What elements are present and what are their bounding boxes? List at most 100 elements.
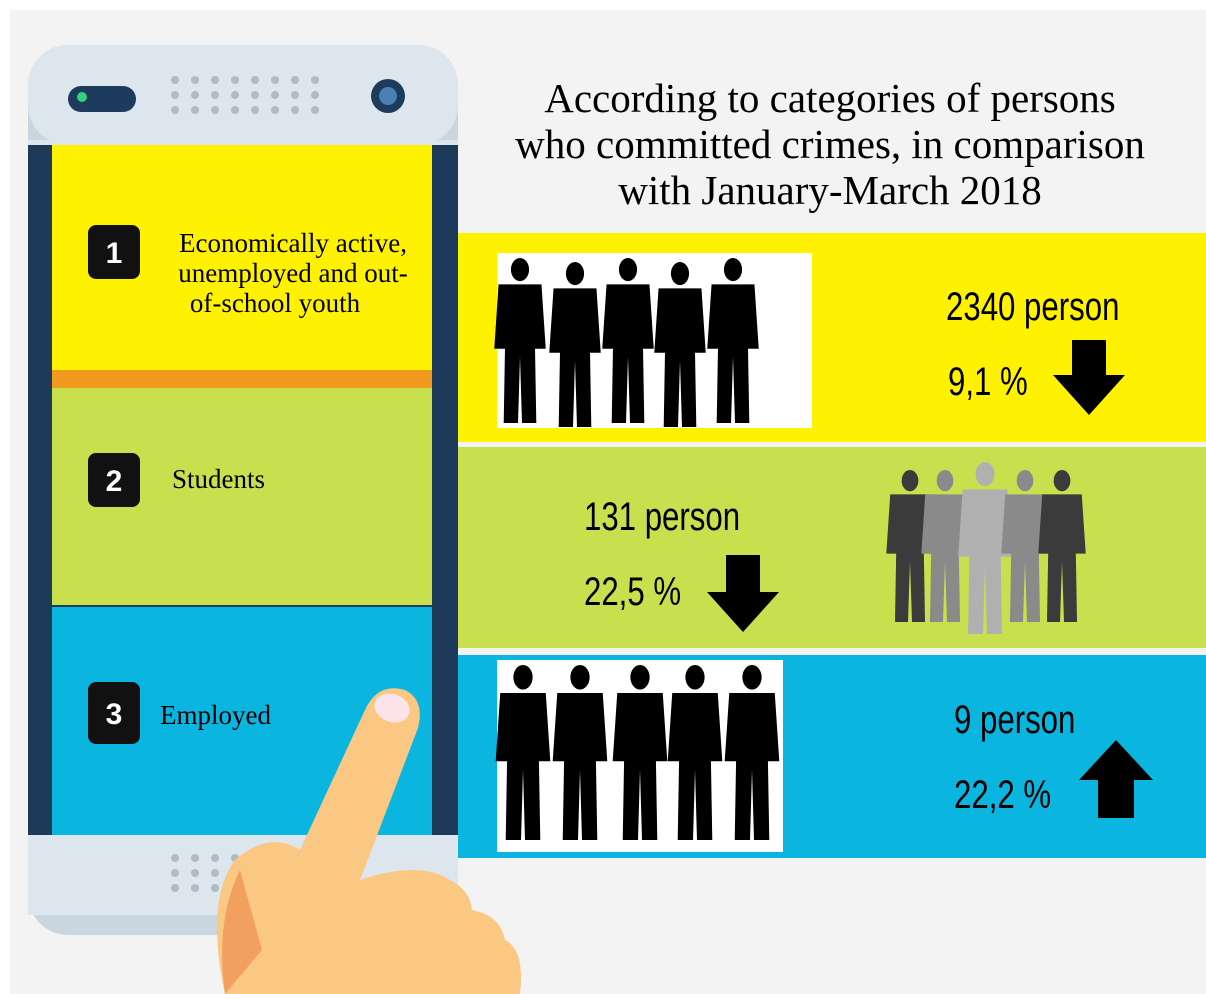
speaker-dot	[271, 91, 279, 99]
person-body	[958, 489, 1012, 634]
person-head	[742, 665, 762, 690]
band-green	[458, 447, 1206, 648]
arrow-up	[1079, 740, 1153, 818]
badge	[88, 682, 140, 744]
change: 22,2 %	[954, 772, 1051, 817]
speaker	[171, 76, 319, 114]
silhouettes	[494, 258, 1086, 840]
hand	[217, 688, 521, 994]
speaker-dot	[171, 76, 179, 84]
hand-shade	[222, 870, 262, 994]
person-head	[670, 262, 690, 286]
person-head	[1016, 470, 1034, 492]
person-body	[1001, 494, 1049, 622]
person-head	[513, 665, 533, 690]
person-body	[612, 693, 668, 840]
person-head	[975, 462, 995, 487]
person-body	[654, 288, 706, 427]
badge	[88, 225, 140, 279]
speaker-dot	[171, 91, 179, 99]
speaker-dot	[311, 91, 319, 99]
speaker-dot	[171, 854, 179, 862]
speaker-dot	[211, 106, 219, 114]
category-label: Economically active,	[179, 228, 407, 258]
speaker-dot	[271, 106, 279, 114]
speaker-dot	[291, 91, 299, 99]
person-body	[549, 288, 601, 427]
speaker-dot	[191, 106, 199, 114]
speaker-dot	[191, 91, 199, 99]
category-label: Employed	[160, 700, 271, 730]
person-body	[602, 284, 654, 423]
category-label: unemployed and out-	[178, 258, 407, 288]
arrow-down	[707, 555, 779, 632]
speaker-dot	[271, 76, 279, 84]
count: 9 person	[954, 697, 1075, 742]
person-body	[1038, 494, 1086, 622]
person-head	[1053, 470, 1071, 492]
speaker-dot	[171, 106, 179, 114]
person-head	[901, 470, 919, 492]
phone-camera	[379, 87, 397, 105]
badge-number: 2	[106, 465, 123, 498]
speaker-dot	[231, 76, 239, 84]
badge	[88, 453, 140, 507]
speaker-dot	[171, 884, 179, 892]
speaker-dot	[291, 106, 299, 114]
person-head	[936, 470, 954, 492]
category-label: of-school youth	[190, 288, 361, 318]
panel-strip	[52, 370, 432, 388]
person-body	[494, 284, 546, 423]
category-label: Students	[172, 464, 265, 494]
speaker-dot	[311, 76, 319, 84]
person-body	[495, 693, 551, 840]
speaker-dot	[171, 869, 179, 877]
title: with January-March 2018	[618, 167, 1042, 213]
change: 22,5 %	[584, 569, 681, 614]
person-body	[886, 494, 934, 622]
phone-top	[28, 45, 458, 145]
speaker-dot	[211, 91, 219, 99]
speaker-dot	[291, 76, 299, 84]
speaker-dot	[191, 76, 199, 84]
person-body	[707, 284, 759, 423]
speaker-dot	[211, 884, 219, 892]
change: 9,1 %	[948, 359, 1028, 404]
count: 2340 person	[946, 284, 1119, 329]
speaker-dot	[231, 106, 239, 114]
speaker-dot	[211, 869, 219, 877]
badge-number: 3	[106, 698, 123, 731]
speaker-dot	[251, 91, 259, 99]
speaker-dot	[211, 76, 219, 84]
person-head	[565, 262, 585, 286]
phone-top	[28, 140, 458, 145]
image-box	[497, 253, 812, 428]
person-head	[570, 665, 590, 690]
speaker-dot	[191, 869, 199, 877]
speaker-dot	[251, 106, 259, 114]
person-head	[685, 665, 705, 690]
phone-sensor	[68, 86, 136, 112]
speaker-dot	[191, 854, 199, 862]
speaker-dot	[251, 76, 259, 84]
person-head	[618, 258, 638, 282]
person-body	[724, 693, 780, 840]
arrow-down	[1053, 340, 1125, 415]
speaker-dot	[211, 854, 219, 862]
person-body	[667, 693, 723, 840]
fingernail	[374, 693, 410, 723]
person-body	[921, 494, 969, 622]
person-body	[552, 693, 608, 840]
person-head	[723, 258, 743, 282]
title: According to categories of persons	[544, 75, 1116, 121]
phone-led	[77, 92, 87, 102]
speaker-dot	[311, 106, 319, 114]
speaker-dot	[191, 884, 199, 892]
speaker-dot	[231, 91, 239, 99]
count: 131 person	[584, 494, 740, 539]
title: who committed crimes, in comparison	[515, 121, 1145, 167]
person-head	[630, 665, 650, 690]
badge-number: 1	[106, 237, 123, 270]
person-head	[510, 258, 530, 282]
